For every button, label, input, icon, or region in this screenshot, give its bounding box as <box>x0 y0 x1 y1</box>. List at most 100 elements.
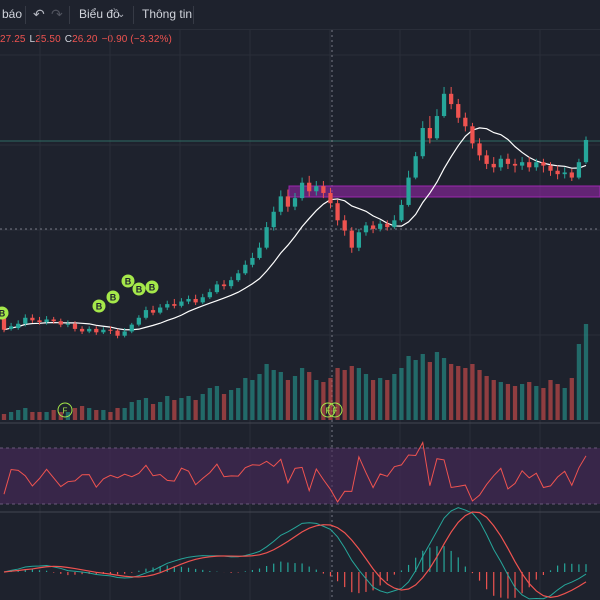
flag-marker-label: F <box>333 407 338 416</box>
candle-body <box>129 324 134 332</box>
macd-signal-line <box>3 511 587 598</box>
candle-body <box>527 162 532 168</box>
candle-body <box>87 328 92 332</box>
candle-body <box>285 196 291 207</box>
chevron-down-icon[interactable]: ⌄ <box>117 9 126 20</box>
volume-bar <box>228 390 234 420</box>
volume-bar <box>562 388 567 420</box>
candle-body <box>456 104 461 118</box>
candle-body <box>356 232 362 248</box>
candle-body <box>30 317 35 321</box>
candle-body <box>158 307 163 313</box>
legend-close-label: C <box>64 34 73 45</box>
volume-bar <box>392 374 397 420</box>
buy-signal-marker <box>0 306 9 320</box>
candle-body <box>370 225 376 229</box>
volume-bar <box>548 380 553 420</box>
volume-bar <box>399 368 404 420</box>
volume-bar <box>385 380 390 420</box>
candle-body <box>299 182 305 199</box>
candle-body <box>342 220 347 231</box>
candle-body <box>1 314 7 330</box>
candle-body <box>165 304 170 308</box>
volume-bar <box>484 376 489 420</box>
volume-bar <box>299 368 305 420</box>
candle-body <box>463 117 468 127</box>
volume-bar <box>278 372 283 420</box>
volume-bar <box>257 374 262 420</box>
candle-body <box>150 310 156 313</box>
candle-body <box>243 264 248 274</box>
volume-bar <box>79 406 85 420</box>
candle-body <box>491 163 496 168</box>
volume-bar <box>200 394 205 420</box>
candle-body <box>221 284 227 287</box>
candle-body <box>569 172 574 178</box>
candle-body <box>179 301 184 306</box>
candle-body <box>44 319 49 323</box>
flag-marker-label: F <box>63 407 68 416</box>
volume-bar <box>186 396 191 420</box>
candle-body <box>72 323 78 329</box>
alerts-button[interactable]: báo <box>2 7 23 21</box>
volume-bar <box>477 370 482 420</box>
candle-body <box>449 93 454 105</box>
volume-bar <box>1 414 7 420</box>
volume-bar <box>413 360 418 420</box>
candle-body <box>16 323 21 329</box>
volume-bar <box>378 378 383 420</box>
volume-bar <box>292 376 298 420</box>
candle-body <box>228 280 234 287</box>
volume-bar <box>23 408 28 420</box>
volume-bar <box>94 410 99 420</box>
volume-bar <box>158 402 163 420</box>
volume-bar <box>122 408 127 420</box>
chart-type-label: Biểu đồ <box>79 7 120 21</box>
volume-bar <box>101 410 106 420</box>
undo-icon[interactable]: ↶ <box>33 6 45 22</box>
volume-bar <box>463 368 468 420</box>
volume-bar <box>321 382 326 420</box>
legend-high: 27.25 <box>0 34 26 45</box>
candle-body <box>392 220 397 228</box>
candle-body <box>484 155 489 164</box>
candle-body <box>37 320 42 323</box>
candle-body <box>512 163 518 166</box>
volume-bar <box>207 388 212 420</box>
volume-bar <box>335 368 340 420</box>
volume-bar <box>456 366 461 420</box>
buy-signal-marker <box>132 282 146 296</box>
volume-bar <box>583 324 589 420</box>
candle-body <box>136 317 141 325</box>
volume-bar <box>129 402 134 420</box>
chart-type-button[interactable]: Biểu đồ <box>79 0 120 29</box>
candle-body <box>207 292 212 298</box>
candle-body <box>420 128 425 157</box>
flag-marker <box>327 402 343 418</box>
candle-body <box>505 158 511 164</box>
candle-body <box>477 143 482 156</box>
legend-low-label: L <box>29 34 36 45</box>
candle-body <box>321 186 326 193</box>
volume-bar <box>519 384 525 420</box>
flag-marker <box>320 402 336 418</box>
redo-icon[interactable]: ↷ <box>51 6 63 22</box>
volume-bar <box>541 388 546 420</box>
candle-body <box>257 247 262 258</box>
candle-body <box>108 329 113 331</box>
candle-body <box>51 319 56 322</box>
info-button[interactable]: Thông tin <box>142 7 193 21</box>
volume-bar <box>264 364 269 420</box>
volume-bar <box>527 382 532 420</box>
candle-body <box>562 172 567 175</box>
candle-body <box>101 329 106 333</box>
volume-bar <box>569 378 574 420</box>
volume-bar <box>307 372 312 420</box>
candle-body <box>307 182 312 192</box>
volume-bar <box>349 366 354 420</box>
candle-body <box>434 116 440 139</box>
candle-body <box>378 223 383 229</box>
volume-bar <box>30 412 35 420</box>
candle-body <box>541 162 546 166</box>
